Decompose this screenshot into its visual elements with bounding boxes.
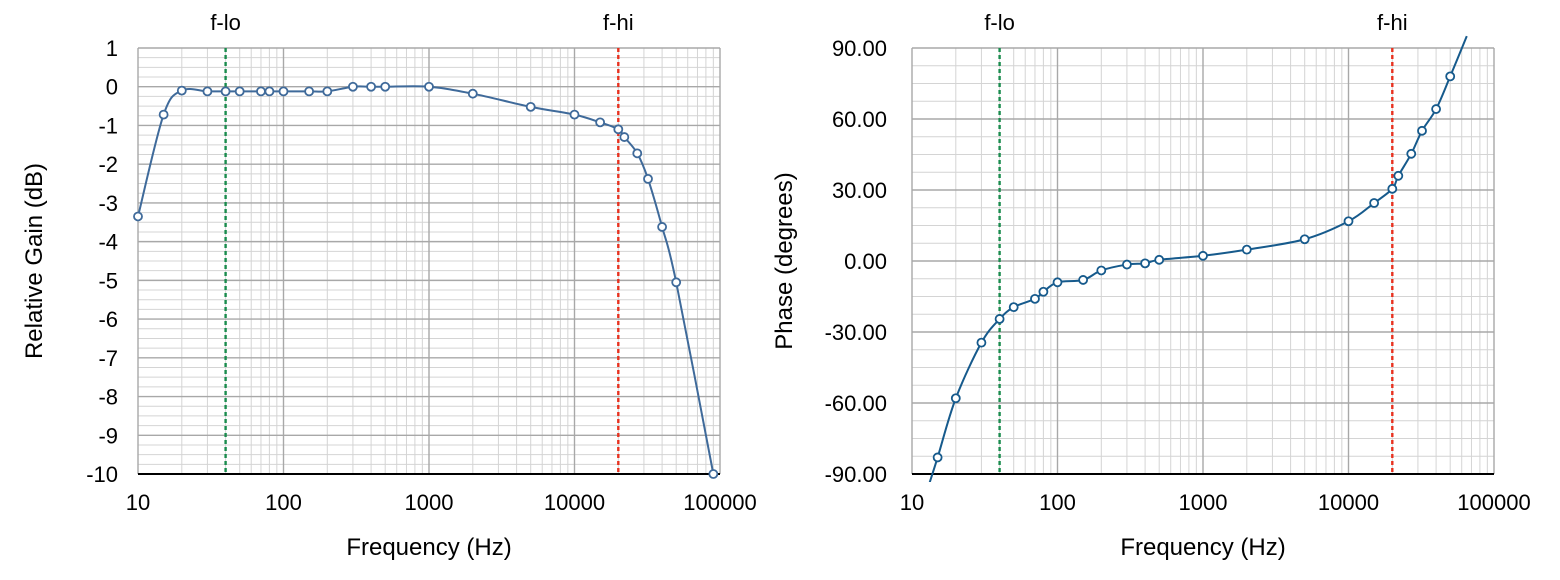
marker-label-f-hi: f-hi xyxy=(1377,10,1408,35)
data-point xyxy=(950,393,961,404)
x-tick-label: 1000 xyxy=(1179,490,1228,515)
data-point xyxy=(234,86,245,97)
data-point xyxy=(1241,244,1252,255)
data-point xyxy=(595,117,606,128)
x-tick-label: 10 xyxy=(900,490,924,515)
y-tick-label: -7 xyxy=(98,346,118,371)
y-tick-label: -30.00 xyxy=(825,320,887,345)
y-axis-title: Phase (degrees) xyxy=(771,172,798,349)
marker-label-f-lo: f-lo xyxy=(984,10,1015,35)
y-tick-label: -90.00 xyxy=(825,462,887,487)
data-point xyxy=(1369,198,1380,208)
data-point xyxy=(256,86,266,97)
data-point xyxy=(1008,302,1019,313)
data-point xyxy=(424,81,434,92)
data-point xyxy=(932,452,943,463)
data-point xyxy=(976,337,987,348)
y-axis-title: Relative Gain (dB) xyxy=(21,163,48,359)
x-tick-label: 100 xyxy=(265,490,302,515)
data-point xyxy=(1122,259,1132,270)
y-tick-label: -10 xyxy=(86,462,118,487)
data-point xyxy=(1343,216,1354,227)
data-point xyxy=(348,81,358,92)
data-point xyxy=(176,85,187,96)
data-point xyxy=(1052,277,1063,288)
y-tick-label: -2 xyxy=(98,152,118,177)
data-point xyxy=(671,277,682,288)
data-point xyxy=(1154,254,1165,265)
x-tick-label: 10 xyxy=(126,490,150,515)
x-axis-title: Frequency (Hz) xyxy=(346,534,511,561)
data-point xyxy=(278,86,289,97)
y-tick-label: 60.00 xyxy=(832,107,887,132)
data-point xyxy=(1096,265,1107,276)
y-tick-label: 90.00 xyxy=(832,36,887,61)
marker-label-f-lo: f-lo xyxy=(210,10,241,35)
x-axis-title: Frequency (Hz) xyxy=(1120,534,1285,561)
data-point xyxy=(1198,250,1208,261)
data-point xyxy=(632,148,643,159)
y-tick-label: -6 xyxy=(98,307,118,332)
data-point xyxy=(657,222,667,232)
y-tick-label: 30.00 xyxy=(832,178,887,203)
data-point xyxy=(202,86,213,97)
x-tick-label: 100000 xyxy=(1457,490,1530,515)
y-tick-label: -3 xyxy=(98,191,118,216)
data-point xyxy=(158,109,169,120)
x-tick-label: 100 xyxy=(1039,490,1076,515)
x-tick-label: 10000 xyxy=(544,490,605,515)
y-tick-label: 1 xyxy=(106,36,118,61)
data-point xyxy=(613,124,624,135)
data-point xyxy=(1393,170,1404,181)
y-tick-label: -8 xyxy=(98,385,118,410)
x-tick-label: 10000 xyxy=(1318,490,1379,515)
y-tick-label: -1 xyxy=(98,113,118,138)
x-tick-label: 1000 xyxy=(405,490,454,515)
data-point xyxy=(643,173,653,184)
data-point xyxy=(1431,104,1441,114)
y-tick-label: 0.00 xyxy=(844,249,887,274)
data-point xyxy=(133,211,143,222)
data-point xyxy=(467,88,478,99)
phase-chart: 90.00 60.00 30.00 0.00 -30.00 -60.00 -90.00 10 1… xyxy=(771,10,1531,561)
data-point xyxy=(366,81,376,92)
data-point xyxy=(1387,183,1398,194)
y-tick-label: 0 xyxy=(106,75,118,100)
data-point xyxy=(1078,275,1089,285)
data-point xyxy=(220,86,231,97)
data-point xyxy=(1030,293,1040,304)
data-point xyxy=(1417,125,1427,136)
data-point xyxy=(708,469,719,479)
y-tick-label: -60.00 xyxy=(825,391,887,416)
data-point xyxy=(569,109,580,120)
x-tick-label: 100000 xyxy=(683,490,756,515)
data-point xyxy=(380,81,391,92)
data-point xyxy=(322,86,333,97)
data-point xyxy=(994,314,1005,324)
data-point xyxy=(1140,258,1150,269)
data-point xyxy=(264,86,275,97)
data-point xyxy=(525,101,536,112)
y-tick-label: -5 xyxy=(98,268,118,293)
data-point xyxy=(304,86,315,97)
data-point xyxy=(619,132,630,142)
data-point xyxy=(1406,148,1417,159)
marker-label-f-hi: f-hi xyxy=(603,10,634,35)
y-tick-label: -4 xyxy=(98,230,118,255)
data-point xyxy=(1445,71,1456,82)
data-point xyxy=(1038,286,1049,297)
y-tick-label: -9 xyxy=(98,423,118,448)
data-point xyxy=(1299,234,1310,245)
